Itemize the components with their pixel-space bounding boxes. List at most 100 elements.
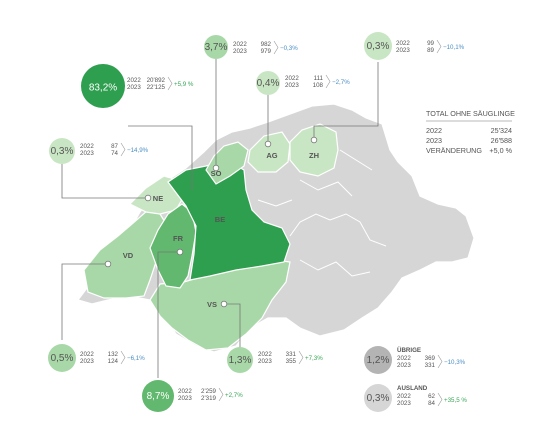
canton-be-map-label: BE [215,215,225,224]
canton-zh-stat-2022-label: 2022 [396,40,410,47]
canton-vs-change-chevron [298,350,304,365]
canton-ne-share-bubble [49,138,75,164]
totals-label-change: VERÄNDERUNG [426,146,482,155]
canton-fr-stat-2022-value: 2'259 [201,388,217,395]
other-0-stat-2022-value: 369 [425,355,436,362]
canton-be-stat-2022-value: 20'892 [147,77,166,84]
canton-so-stat-2023-label: 2023 [233,48,247,55]
canton-ag-share-value: 0,4% [257,78,280,89]
canton-ag-share-bubble [256,71,280,95]
leader-be [128,125,193,190]
canton-fr-change-chevron [218,387,224,402]
other-0-stat-2023-label: 2023 [397,362,411,369]
canton-so-share-bubble [204,35,228,59]
canton-ag-stat-2022-label: 2022 [285,75,299,82]
other-0-stat-2023-value: 331 [425,362,436,369]
canton-vd-share-value: 0,5% [51,353,74,364]
canton-fr-stat-2023-label: 2023 [178,395,192,402]
other-1-stat-2023-value: 84 [428,400,435,407]
canton-ag-stat-2023-value: 108 [313,82,324,89]
other-1-stat-title: AUSLAND [397,385,428,392]
canton-so-stat-2022-value: 982 [261,41,272,48]
canton-shapes [83,123,339,351]
canton-vd-stat-2023-value: 124 [108,358,119,365]
canton-zh-shape [289,123,339,177]
canton-ne-stat-change: −14,9% [127,147,149,154]
canton-vs-stat-2022-value: 331 [286,351,297,358]
totals-value-change: +5,0 % [489,146,512,155]
canton-vd-share-bubble [48,344,76,372]
canton-ne-map-label: NE [153,194,163,203]
canton-ne-stat-2022-value: 87 [111,143,118,150]
canton-fr-share-bubble [142,380,174,412]
canton-zh-stat-change: −10,1% [443,44,465,51]
other-0-stat-change: −10,3% [444,359,466,366]
totals-value-2022: 25'324 [491,126,512,135]
canton-vd-change-chevron [120,350,126,365]
canton-vd-stat-2022-value: 132 [108,351,119,358]
canton-zh-share-value: 0,3% [367,41,390,52]
canton-fr-share-value: 8,7% [147,391,170,402]
leader-zh [313,62,379,140]
canton-ne-stat-2023-label: 2023 [80,150,94,157]
canton-fr-stat-2022-label: 2022 [178,388,192,395]
canton-vs-share-bubble [227,347,253,373]
other-0-stat-title: ÜBRIGE [397,347,421,354]
canton-vd-marker [104,260,112,268]
canton-ag-change-chevron [325,74,331,89]
canton-ne-change-chevron [120,142,126,157]
totals-block: TOTAL OHNE SÄUGLINGE 2022 25'324 2023 26… [426,109,515,155]
canton-vs-stat-change: +7,3% [305,355,323,362]
canton-so-stat-2023-value: 979 [261,48,272,55]
canton-zh-stat-2023-label: 2023 [396,47,410,54]
totals-title: TOTAL OHNE SÄUGLINGE [426,109,515,118]
canton-fr-shape [149,203,197,289]
leader-ne [61,164,148,199]
canton-vs-share-value: 1,3% [229,355,252,366]
canton-vs-stat-2023-label: 2023 [258,358,272,365]
other-0-stat-2022-label: 2022 [397,355,411,362]
leader-vs [224,303,241,348]
canton-zh-change-chevron [436,39,442,54]
canton-be-change-chevron [167,76,173,91]
other-0-share-bubble [364,346,392,374]
leader-fr [157,251,180,378]
share-bubbles: 83,2% 3,7% 0,4% 0,3% 0,3% 8,7% 0,5% 1,3% 1,2% 0,3… [48,32,392,412]
canton-be-stat-2022-label: 2022 [127,77,141,84]
canton-so-map-label: SO [211,169,222,178]
other-1-stat-change: +35,5 % [444,397,467,404]
canton-fr-stat-change: +2,7% [225,392,243,399]
canton-fr-marker [176,248,184,256]
other-0-change-chevron [437,354,443,369]
other-1-stat-2022-label: 2022 [397,393,411,400]
canton-vd-stat-2022-label: 2022 [80,351,94,358]
stat-labels: 2022 20'892 2023 22'125 +5,9 % 2022 982 2023 979… [80,39,467,407]
canton-ne-marker [144,194,152,202]
other-1-stat-2022-value: 62 [428,393,435,400]
canton-so-share-value: 3,7% [205,42,228,53]
canton-be-stat-2023-value: 22'125 [147,84,166,91]
canton-so-stat-change: −0,3% [280,45,298,52]
canton-be-share-bubble [81,64,125,108]
canton-so-shape [205,141,249,185]
canton-vs-marker [220,300,228,308]
totals-value-2023: 26'588 [491,136,512,145]
other-1-share-value: 0,3% [367,393,390,404]
canton-vd-map-label: VD [123,251,134,260]
canton-ag-map-label: AG [266,151,277,160]
canton-zh-marker [310,136,318,144]
other-0-share-value: 1,2% [367,355,390,366]
canton-be-stat-change: +5,9 % [174,81,194,88]
other-1-stat-2023-label: 2023 [397,400,411,407]
canton-ag-marker [264,140,272,148]
totals-label-2022: 2022 [426,126,442,135]
canton-fr-stat-2023-value: 2'319 [201,395,217,402]
canton-fr-map-label: FR [173,234,184,243]
canton-so-stat-2022-label: 2022 [233,41,247,48]
totals-label-2023: 2023 [426,136,442,145]
canton-vs-map-label: VS [207,300,217,309]
canton-ag-stat-change: −2,7% [332,79,350,86]
canton-vs-stat-2023-value: 355 [286,358,297,365]
